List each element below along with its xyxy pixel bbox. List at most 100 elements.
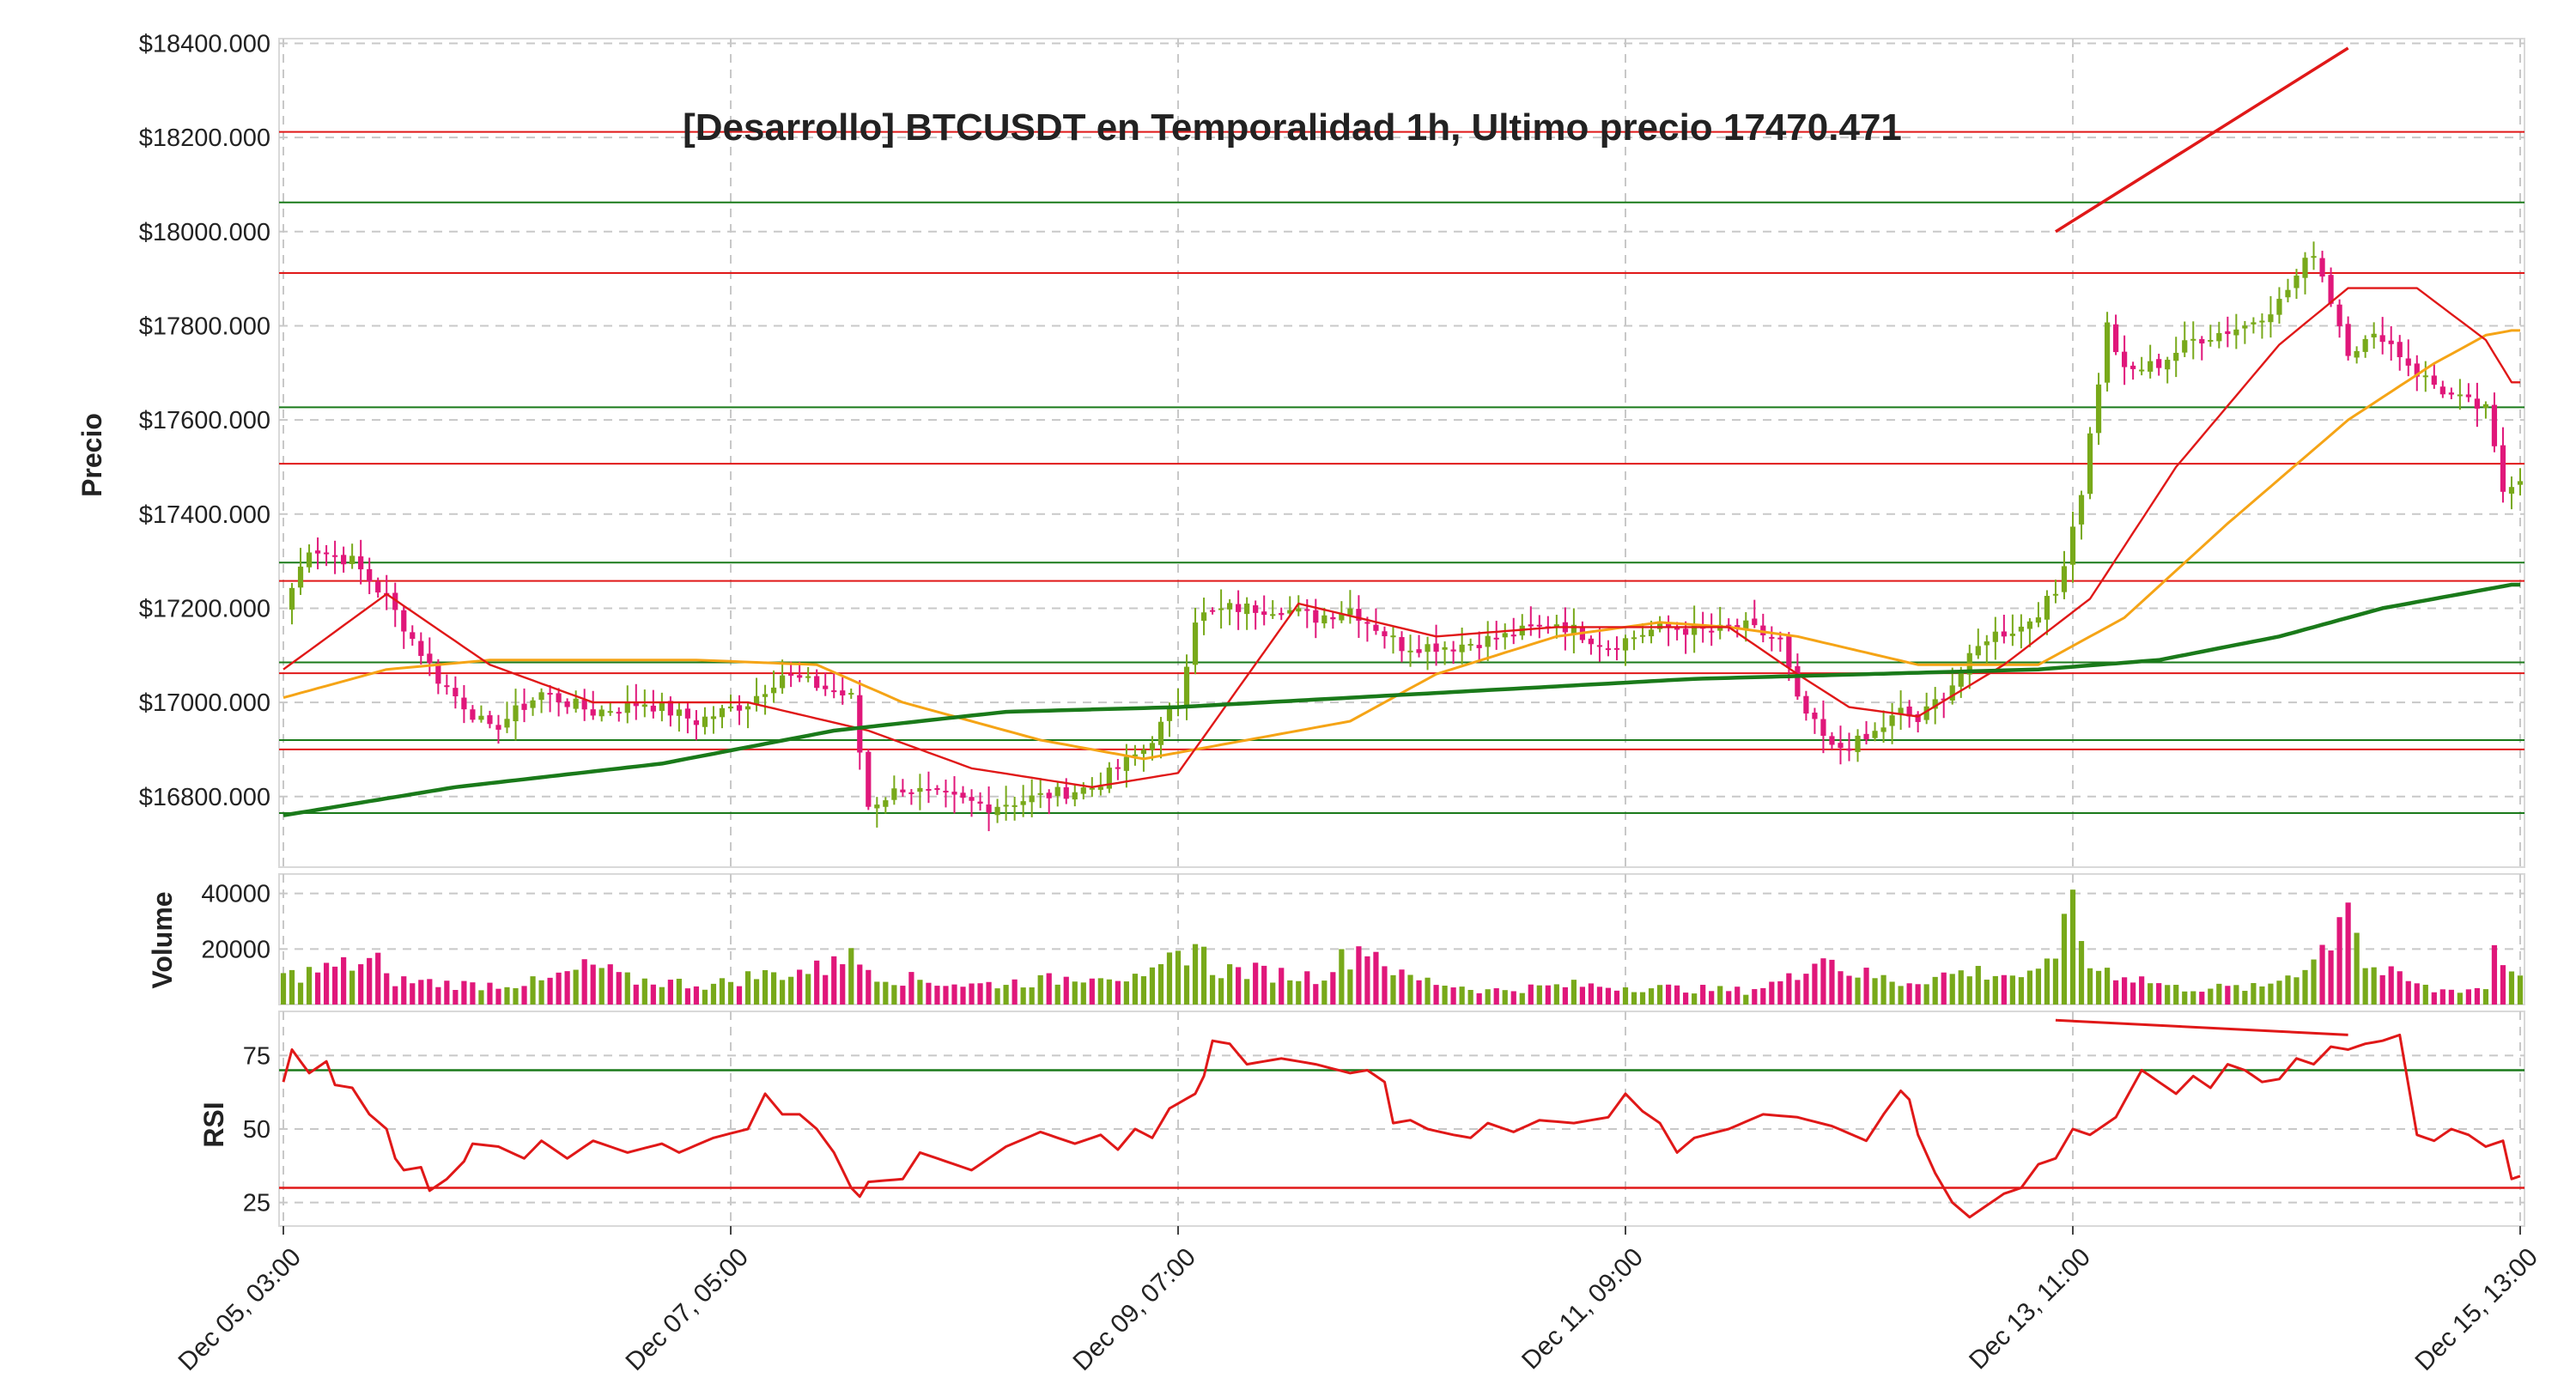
volume-bar [780, 980, 786, 1005]
volume-axis-title: Volume [147, 891, 178, 988]
candle-body [1296, 608, 1302, 612]
volume-bar [521, 986, 527, 1005]
volume-bar [470, 982, 476, 1005]
volume-bar [1467, 989, 1473, 1005]
volume-bar [2371, 967, 2377, 1005]
volume-bar [650, 984, 656, 1005]
volume-bar [960, 986, 966, 1005]
volume-bar [2285, 975, 2291, 1005]
candle-body [2095, 384, 2102, 434]
candle-body [2026, 621, 2033, 629]
candle-body [435, 663, 441, 684]
volume-bar [1932, 976, 1938, 1005]
volume-bar [289, 969, 295, 1005]
volume-bar [1665, 984, 1672, 1005]
candle-body [2293, 276, 2300, 288]
candle-body [2276, 299, 2282, 315]
volume-bar [1236, 967, 1242, 1005]
volume-bar [1123, 981, 1129, 1005]
volume-bar [2354, 932, 2360, 1005]
volume-bar [1674, 985, 1680, 1005]
candle-body [969, 797, 975, 801]
candle-body [2156, 359, 2162, 368]
candle-body [1390, 635, 1396, 638]
candle-body [986, 804, 992, 813]
volume-bar [1863, 968, 1869, 1005]
volume-bar [1941, 972, 1947, 1005]
candle-body [900, 789, 906, 792]
volume-bar [1631, 992, 1637, 1005]
volume-bar [1545, 985, 1551, 1005]
volume-bar [1063, 976, 1069, 1005]
sma-slow-line [283, 582, 2520, 817]
candle-body [1588, 638, 1595, 645]
candle-body [1898, 707, 1904, 714]
candle-body [917, 787, 923, 792]
volume-bar [1562, 986, 1568, 1005]
candle-body [994, 806, 1000, 816]
volume-bar [1459, 986, 1465, 1005]
candle-body [444, 685, 450, 688]
candle-body [1975, 646, 1981, 656]
volume-bar [2517, 975, 2524, 1005]
volume-bar [2414, 983, 2420, 1005]
volume-bar [994, 988, 1000, 1005]
volume-bar [1528, 984, 1534, 1005]
volume-bar [1622, 987, 1629, 1005]
candle-body [1132, 754, 1139, 756]
candle-body [2405, 358, 2411, 366]
volume-bar [1227, 964, 1233, 1005]
volume-bar [2156, 983, 2162, 1005]
candle-body [1046, 792, 1052, 798]
volume-bar [831, 956, 837, 1005]
candle-body [2397, 342, 2403, 357]
volume-bar [1795, 980, 1801, 1005]
candle-body [1838, 743, 1844, 749]
volume-bar [375, 952, 381, 1005]
candle-body [1932, 699, 1938, 709]
volume-bar [1270, 982, 1276, 1005]
price-panel-frame [278, 38, 2525, 868]
volume-bar [427, 979, 433, 1005]
volume-bar [1510, 991, 1516, 1005]
candle-body [1321, 615, 1327, 624]
candle-body [1476, 645, 1482, 648]
candle-body [2431, 375, 2437, 385]
candle-body [624, 701, 630, 713]
candle-body [857, 695, 863, 753]
volume-bar [2311, 959, 2317, 1005]
candle-body [1941, 698, 1947, 701]
rsi-line [282, 1033, 2521, 1219]
candle-body [1433, 643, 1439, 653]
volume-bar [1200, 946, 1207, 1005]
candle-body [306, 552, 313, 568]
candle-body [934, 787, 940, 791]
volume-bar [1287, 980, 1293, 1005]
volume-bar [2491, 944, 2498, 1005]
volume-bar [1656, 985, 1663, 1005]
volume-bar [2122, 977, 2128, 1005]
candle-body [1003, 804, 1009, 807]
candle-body [2422, 375, 2428, 378]
candle-body [719, 707, 726, 718]
volume-bar [1700, 985, 1706, 1005]
candle-body [1416, 649, 1422, 653]
candle-body [2190, 338, 2196, 341]
volume-bar [607, 964, 613, 1005]
rsi-tick-label: 75 [243, 1042, 270, 1070]
volume-bar [341, 956, 347, 1005]
volume-bar [2216, 983, 2222, 1005]
volume-bar [1889, 981, 1895, 1005]
candle-body [427, 653, 433, 664]
volume-bar [564, 971, 570, 1005]
volume-bar [770, 972, 777, 1005]
volume-bar [659, 986, 665, 1005]
volume-bar [951, 984, 957, 1005]
candle-body [418, 640, 424, 656]
candle-body [1287, 610, 1293, 614]
volume-bar [1390, 974, 1396, 1005]
volume-bar [624, 972, 630, 1005]
volume-bar [461, 980, 467, 1005]
candle-body [521, 703, 527, 710]
